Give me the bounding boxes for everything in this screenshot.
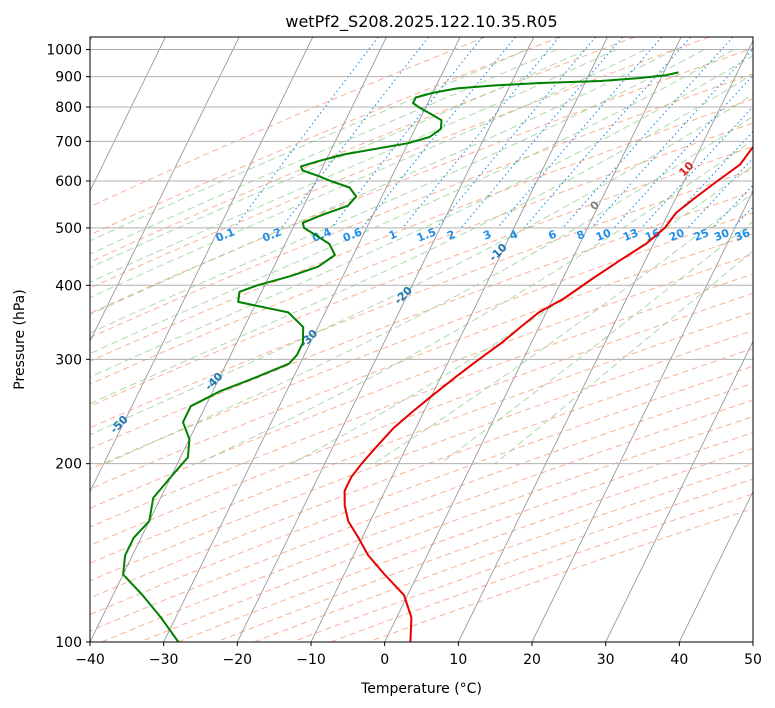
y-tick-label: 700 [55, 134, 82, 150]
isotherm [90, 37, 387, 642]
isotherm [236, 37, 535, 642]
dry-adiabat [90, 347, 753, 599]
dewpoint-line [122, 71, 679, 642]
isotherm [384, 37, 682, 642]
mixing-ratio-label: 16 [643, 226, 662, 244]
dry-adiabat [90, 168, 753, 429]
mixing-ratio-label: 30 [712, 226, 731, 244]
isotherm [457, 39, 753, 642]
y-tick-label: 900 [55, 70, 82, 86]
isotherm [90, 37, 314, 493]
dry-adiabat [90, 122, 753, 385]
dry-adiabat [90, 233, 753, 490]
dry-adiabat [90, 37, 486, 208]
y-tick-label: 600 [55, 174, 82, 190]
mixing-ratio-line [562, 37, 734, 229]
temperature-line [343, 145, 753, 642]
mixing-ratio-line [233, 37, 379, 229]
dry-adiabat [90, 47, 753, 314]
mixing-ratio-lines [233, 37, 753, 229]
dry-adiabat [90, 145, 753, 407]
isotherm [90, 37, 240, 343]
y-tick-label: 200 [55, 457, 82, 473]
moist-adiabat [105, 115, 753, 465]
dry-adiabat [90, 382, 753, 632]
isotherm [90, 37, 166, 193]
dry-adiabat [90, 292, 753, 546]
mixing-ratio-line [330, 37, 483, 229]
dry-adiabat [90, 253, 753, 509]
isotherm [678, 490, 753, 642]
chart-title: wetPf2_S208.2025.122.10.35.R05 [285, 12, 557, 32]
sounding-series [122, 71, 753, 642]
y-axis: 1000 900 800 700 600 500 400 300 200 100 [46, 43, 90, 651]
mixing-ratio-line [591, 48, 753, 229]
x-tick-label: −30 [149, 652, 179, 668]
mixing-ratio-label: 20 [667, 226, 686, 244]
x-tick-label: 50 [744, 652, 762, 668]
mixing-ratio-label: 10 [594, 226, 613, 244]
moist-adiabat [439, 220, 753, 465]
mixing-ratio-label: 2 [445, 228, 457, 243]
y-tick-label: 500 [55, 221, 82, 237]
moist-adiabat [90, 73, 753, 405]
mixing-ratio-label: 25 [692, 226, 711, 244]
isotherm [605, 340, 753, 642]
y-tick-label: 800 [55, 100, 82, 116]
x-axis-label: Temperature (°C) [360, 681, 482, 697]
mixing-ratio-line [496, 37, 663, 229]
mixing-ratio-label: 13 [621, 226, 640, 244]
dry-adiabat [90, 37, 561, 236]
x-tick-label: −40 [75, 652, 105, 668]
y-tick-label: 400 [55, 278, 82, 294]
x-tick-label: −10 [296, 652, 326, 668]
x-tick-label: −20 [223, 652, 253, 668]
moist-adiabat [90, 49, 587, 269]
y-tick-label: 300 [55, 352, 82, 368]
mixing-ratio-label: 8 [575, 228, 587, 243]
x-tick-label: 30 [597, 652, 615, 668]
mixing-ratio-label: 1 [387, 228, 399, 243]
plot-frame [89, 36, 754, 643]
mixing-ratio-line [523, 37, 692, 229]
pressure-gridlines [90, 49, 753, 642]
isotherm [531, 189, 753, 642]
x-tick-label: 20 [523, 652, 541, 668]
mixing-ratio-line [663, 130, 753, 229]
mixing-ratio-label: 3 [481, 228, 493, 243]
x-tick-label: 0 [380, 652, 389, 668]
isotherms [90, 37, 753, 642]
y-axis-label: Pressure (hPa) [12, 289, 28, 389]
x-tick-label: 10 [449, 652, 467, 668]
isotherm [163, 37, 461, 642]
dry-adiabat [90, 37, 710, 289]
y-tick-label: 1000 [46, 43, 82, 59]
dry-adiabat [90, 311, 753, 564]
mixing-ratio-label: 36 [733, 226, 752, 244]
moist-adiabat [494, 250, 753, 465]
y-tick-label: 100 [55, 635, 82, 651]
x-axis: −40 −30 −20 −10 0 10 20 30 40 50 [75, 642, 762, 668]
x-tick-label: 40 [670, 652, 688, 668]
plot-area: -100-90-80-70-60-50-40-30-20-10010203040… [90, 37, 753, 642]
mixing-ratio-line [361, 37, 516, 229]
